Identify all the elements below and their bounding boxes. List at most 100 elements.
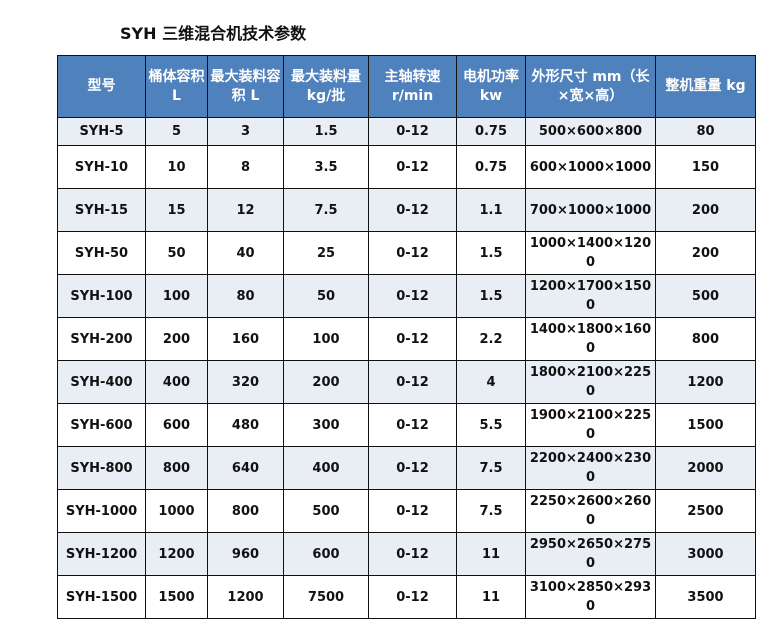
table-row: SYH-15 15 12 7.5 0-12 1.1 700×1000×1000 200 <box>57 188 756 232</box>
cell-model: SYH-5 <box>57 117 146 146</box>
cell-drum-volume: 600 <box>145 403 208 447</box>
cell-motor-power: 7.5 <box>456 489 526 533</box>
cell-max-load-volume: 960 <box>207 532 284 576</box>
cell-weight: 200 <box>655 231 756 275</box>
cell-max-load-weight: 500 <box>283 489 369 533</box>
cell-weight: 80 <box>655 117 756 146</box>
cell-max-load-weight: 300 <box>283 403 369 447</box>
cell-drum-volume: 15 <box>145 188 208 232</box>
cell-spindle-speed: 0-12 <box>368 360 457 404</box>
cell-max-load-volume: 160 <box>207 317 284 361</box>
table-row: SYH-400 400 320 200 0-12 4 1800×2100×2250 1200 <box>57 360 756 404</box>
table-row: SYH-800 800 640 400 0-12 7.5 2200×2400×2300 200… <box>57 446 756 490</box>
cell-max-load-volume: 480 <box>207 403 284 447</box>
cell-drum-volume: 10 <box>145 145 208 189</box>
cell-max-load-volume: 320 <box>207 360 284 404</box>
cell-model: SYH-400 <box>57 360 146 404</box>
cell-motor-power: 7.5 <box>456 446 526 490</box>
cell-model: SYH-10 <box>57 145 146 189</box>
cell-motor-power: 0.75 <box>456 145 526 189</box>
cell-motor-power: 2.2 <box>456 317 526 361</box>
cell-model: SYH-15 <box>57 188 146 232</box>
cell-max-load-volume: 800 <box>207 489 284 533</box>
spec-table: 型号 桶体容积 L 最大装料容积 L 最大装料量 kg/批 主轴转速 r/min… <box>57 55 756 619</box>
cell-max-load-weight: 7500 <box>283 575 369 619</box>
cell-dimensions: 700×1000×1000 <box>525 188 656 232</box>
cell-motor-power: 0.75 <box>456 117 526 146</box>
cell-spindle-speed: 0-12 <box>368 575 457 619</box>
cell-weight: 1200 <box>655 360 756 404</box>
table-row: SYH-50 50 40 25 0-12 1.5 1000×1400×1200 200 <box>57 231 756 275</box>
cell-drum-volume: 100 <box>145 274 208 318</box>
cell-model: SYH-50 <box>57 231 146 275</box>
cell-max-load-weight: 600 <box>283 532 369 576</box>
cell-spindle-speed: 0-12 <box>368 274 457 318</box>
cell-dimensions: 1000×1400×1200 <box>525 231 656 275</box>
cell-drum-volume: 50 <box>145 231 208 275</box>
cell-max-load-volume: 3 <box>207 117 284 146</box>
table-row: SYH-1200 1200 960 600 0-12 11 2950×2650×2750 30… <box>57 532 756 576</box>
cell-model: SYH-100 <box>57 274 146 318</box>
cell-max-load-volume: 12 <box>207 188 284 232</box>
table-row: SYH-100 100 80 50 0-12 1.5 1200×1700×1500 500 <box>57 274 756 318</box>
cell-weight: 3000 <box>655 532 756 576</box>
cell-motor-power: 4 <box>456 360 526 404</box>
table-row: SYH-1500 1500 1200 7500 0-12 11 3100×2850×2930… <box>57 575 756 619</box>
cell-model: SYH-1500 <box>57 575 146 619</box>
cell-model: SYH-1000 <box>57 489 146 533</box>
cell-max-load-volume: 640 <box>207 446 284 490</box>
cell-drum-volume: 200 <box>145 317 208 361</box>
cell-max-load-weight: 50 <box>283 274 369 318</box>
cell-max-load-weight: 200 <box>283 360 369 404</box>
cell-spindle-speed: 0-12 <box>368 317 457 361</box>
cell-dimensions: 3100×2850×2930 <box>525 575 656 619</box>
cell-dimensions: 2200×2400×2300 <box>525 446 656 490</box>
header-motor-power: 电机功率 kw <box>456 55 526 118</box>
cell-dimensions: 2950×2650×2750 <box>525 532 656 576</box>
cell-max-load-weight: 3.5 <box>283 145 369 189</box>
cell-spindle-speed: 0-12 <box>368 446 457 490</box>
table-row: SYH-10 10 8 3.5 0-12 0.75 600×1000×1000 150 <box>57 145 756 189</box>
header-weight: 整机重量 kg <box>655 55 756 118</box>
cell-spindle-speed: 0-12 <box>368 231 457 275</box>
cell-spindle-speed: 0-12 <box>368 403 457 447</box>
header-drum-volume: 桶体容积 L <box>145 55 208 118</box>
cell-max-load-volume: 80 <box>207 274 284 318</box>
cell-model: SYH-600 <box>57 403 146 447</box>
cell-dimensions: 600×1000×1000 <box>525 145 656 189</box>
cell-max-load-volume: 8 <box>207 145 284 189</box>
cell-drum-volume: 5 <box>145 117 208 146</box>
cell-dimensions: 2250×2600×2600 <box>525 489 656 533</box>
cell-max-load-volume: 40 <box>207 231 284 275</box>
cell-dimensions: 1200×1700×1500 <box>525 274 656 318</box>
table-row: SYH-1000 1000 800 500 0-12 7.5 2250×2600×2600 2… <box>57 489 756 533</box>
cell-max-load-weight: 25 <box>283 231 369 275</box>
cell-dimensions: 1400×1800×1600 <box>525 317 656 361</box>
cell-weight: 2500 <box>655 489 756 533</box>
cell-drum-volume: 800 <box>145 446 208 490</box>
header-model: 型号 <box>57 55 146 118</box>
cell-spindle-speed: 0-12 <box>368 532 457 576</box>
cell-drum-volume: 1200 <box>145 532 208 576</box>
cell-weight: 1500 <box>655 403 756 447</box>
cell-weight: 150 <box>655 145 756 189</box>
cell-max-load-volume: 1200 <box>207 575 284 619</box>
cell-motor-power: 1.5 <box>456 231 526 275</box>
cell-motor-power: 11 <box>456 532 526 576</box>
cell-spindle-speed: 0-12 <box>368 489 457 533</box>
cell-max-load-weight: 7.5 <box>283 188 369 232</box>
cell-model: SYH-800 <box>57 446 146 490</box>
cell-motor-power: 1.1 <box>456 188 526 232</box>
cell-weight: 2000 <box>655 446 756 490</box>
cell-model: SYH-1200 <box>57 532 146 576</box>
header-spindle-speed: 主轴转速 r/min <box>368 55 457 118</box>
header-max-load-volume: 最大装料容积 L <box>207 55 284 118</box>
page-title: SYH 三维混合机技术参数 <box>120 24 307 43</box>
cell-drum-volume: 1000 <box>145 489 208 533</box>
cell-weight: 500 <box>655 274 756 318</box>
table-row: SYH-600 600 480 300 0-12 5.5 1900×2100×2250 150… <box>57 403 756 447</box>
cell-drum-volume: 400 <box>145 360 208 404</box>
cell-max-load-weight: 400 <box>283 446 369 490</box>
cell-weight: 3500 <box>655 575 756 619</box>
cell-dimensions: 500×600×800 <box>525 117 656 146</box>
